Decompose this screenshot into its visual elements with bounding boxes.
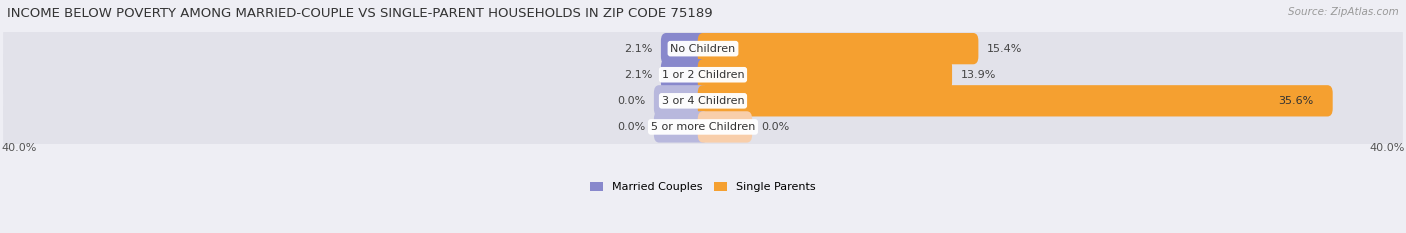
Text: 0.0%: 0.0%: [617, 122, 645, 132]
Text: 0.0%: 0.0%: [617, 96, 645, 106]
Text: 13.9%: 13.9%: [960, 70, 997, 80]
FancyBboxPatch shape: [3, 23, 1403, 74]
Text: 2.1%: 2.1%: [624, 44, 652, 54]
FancyBboxPatch shape: [661, 33, 709, 64]
FancyBboxPatch shape: [697, 33, 979, 64]
Text: 5 or more Children: 5 or more Children: [651, 122, 755, 132]
Text: 2.1%: 2.1%: [624, 70, 652, 80]
Text: 15.4%: 15.4%: [987, 44, 1022, 54]
FancyBboxPatch shape: [3, 49, 1403, 100]
FancyBboxPatch shape: [654, 111, 709, 143]
Text: 40.0%: 40.0%: [1369, 143, 1405, 153]
Text: Source: ZipAtlas.com: Source: ZipAtlas.com: [1288, 7, 1399, 17]
FancyBboxPatch shape: [697, 111, 752, 143]
Legend: Married Couples, Single Parents: Married Couples, Single Parents: [586, 177, 820, 197]
Text: 35.6%: 35.6%: [1278, 96, 1313, 106]
Text: 1 or 2 Children: 1 or 2 Children: [662, 70, 744, 80]
Text: 3 or 4 Children: 3 or 4 Children: [662, 96, 744, 106]
Text: 40.0%: 40.0%: [1, 143, 37, 153]
FancyBboxPatch shape: [654, 85, 709, 116]
FancyBboxPatch shape: [3, 102, 1403, 152]
FancyBboxPatch shape: [697, 85, 1333, 116]
FancyBboxPatch shape: [661, 59, 709, 90]
FancyBboxPatch shape: [697, 59, 952, 90]
Text: INCOME BELOW POVERTY AMONG MARRIED-COUPLE VS SINGLE-PARENT HOUSEHOLDS IN ZIP COD: INCOME BELOW POVERTY AMONG MARRIED-COUPL…: [7, 7, 713, 20]
Text: 0.0%: 0.0%: [761, 122, 789, 132]
FancyBboxPatch shape: [3, 75, 1403, 126]
Text: No Children: No Children: [671, 44, 735, 54]
